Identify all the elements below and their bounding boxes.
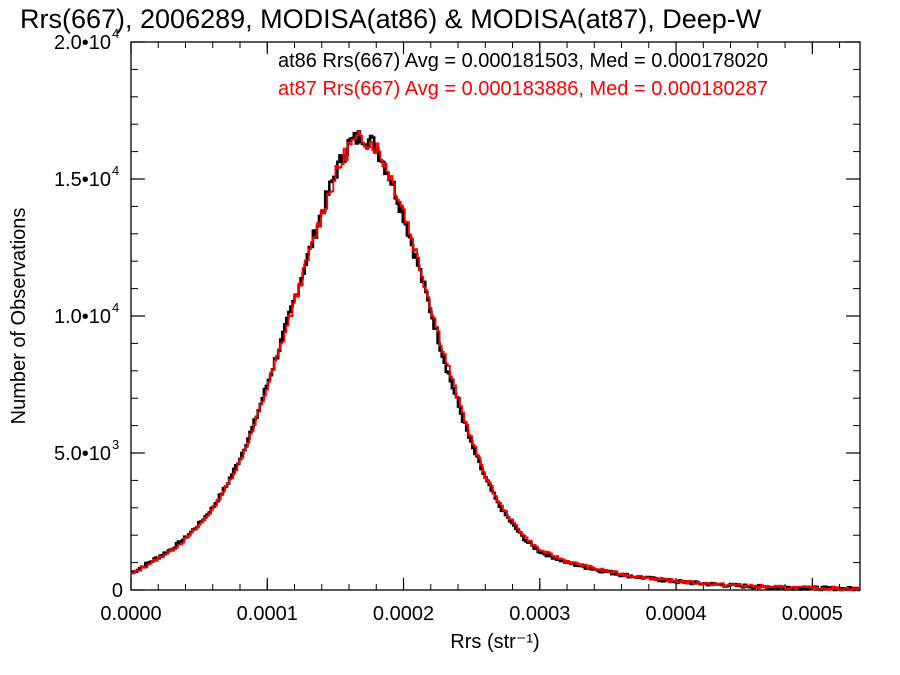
histogram-series	[131, 130, 860, 592]
series-at87-line	[131, 131, 860, 591]
x-tick-label: 0.0005	[782, 603, 843, 625]
x-tick-label: 0.0003	[509, 603, 570, 625]
y-axis-label: Number of Observations	[8, 208, 30, 425]
y-tick-exponent: 4	[112, 26, 119, 41]
x-tick-label: 0.0004	[645, 603, 706, 625]
y-tick-label: 0	[112, 580, 123, 602]
y-tick-exponent: 3	[112, 437, 119, 452]
x-tick-label: 0.0001	[237, 603, 298, 625]
x-axis-ticks: 0.0000 0.0001 0.0002 0.0003 0.0004 0.0005	[100, 42, 843, 625]
y-tick-label: 5.0•10	[54, 443, 111, 465]
y-axis-ticks: 05.0•10 31.0•10 41.5•10 42.0•10 4	[54, 26, 860, 602]
chart-title: Rrs(667), 2006289, MODISA(at86) & MODISA…	[20, 4, 762, 34]
y-tick-exponent: 4	[112, 300, 119, 315]
y-tick-label: 1.0•10	[54, 306, 111, 328]
y-tick-label: 1.5•10	[54, 169, 111, 191]
x-tick-label: 0.0002	[373, 603, 434, 625]
series-at86-line	[131, 130, 860, 592]
at86-stats-label: at86 Rrs(667) Avg = 0.000181503, Med = 0…	[278, 50, 768, 72]
y-tick-label: 2.0•10	[54, 32, 111, 54]
y-tick-exponent: 4	[112, 163, 119, 178]
x-axis-label: Rrs (str⁻¹)	[450, 631, 539, 653]
at87-stats-label: at87 Rrs(667) Avg = 0.000183886, Med = 0…	[278, 78, 768, 100]
plot-frame	[130, 41, 861, 591]
x-tick-label: 0.0000	[100, 603, 161, 625]
